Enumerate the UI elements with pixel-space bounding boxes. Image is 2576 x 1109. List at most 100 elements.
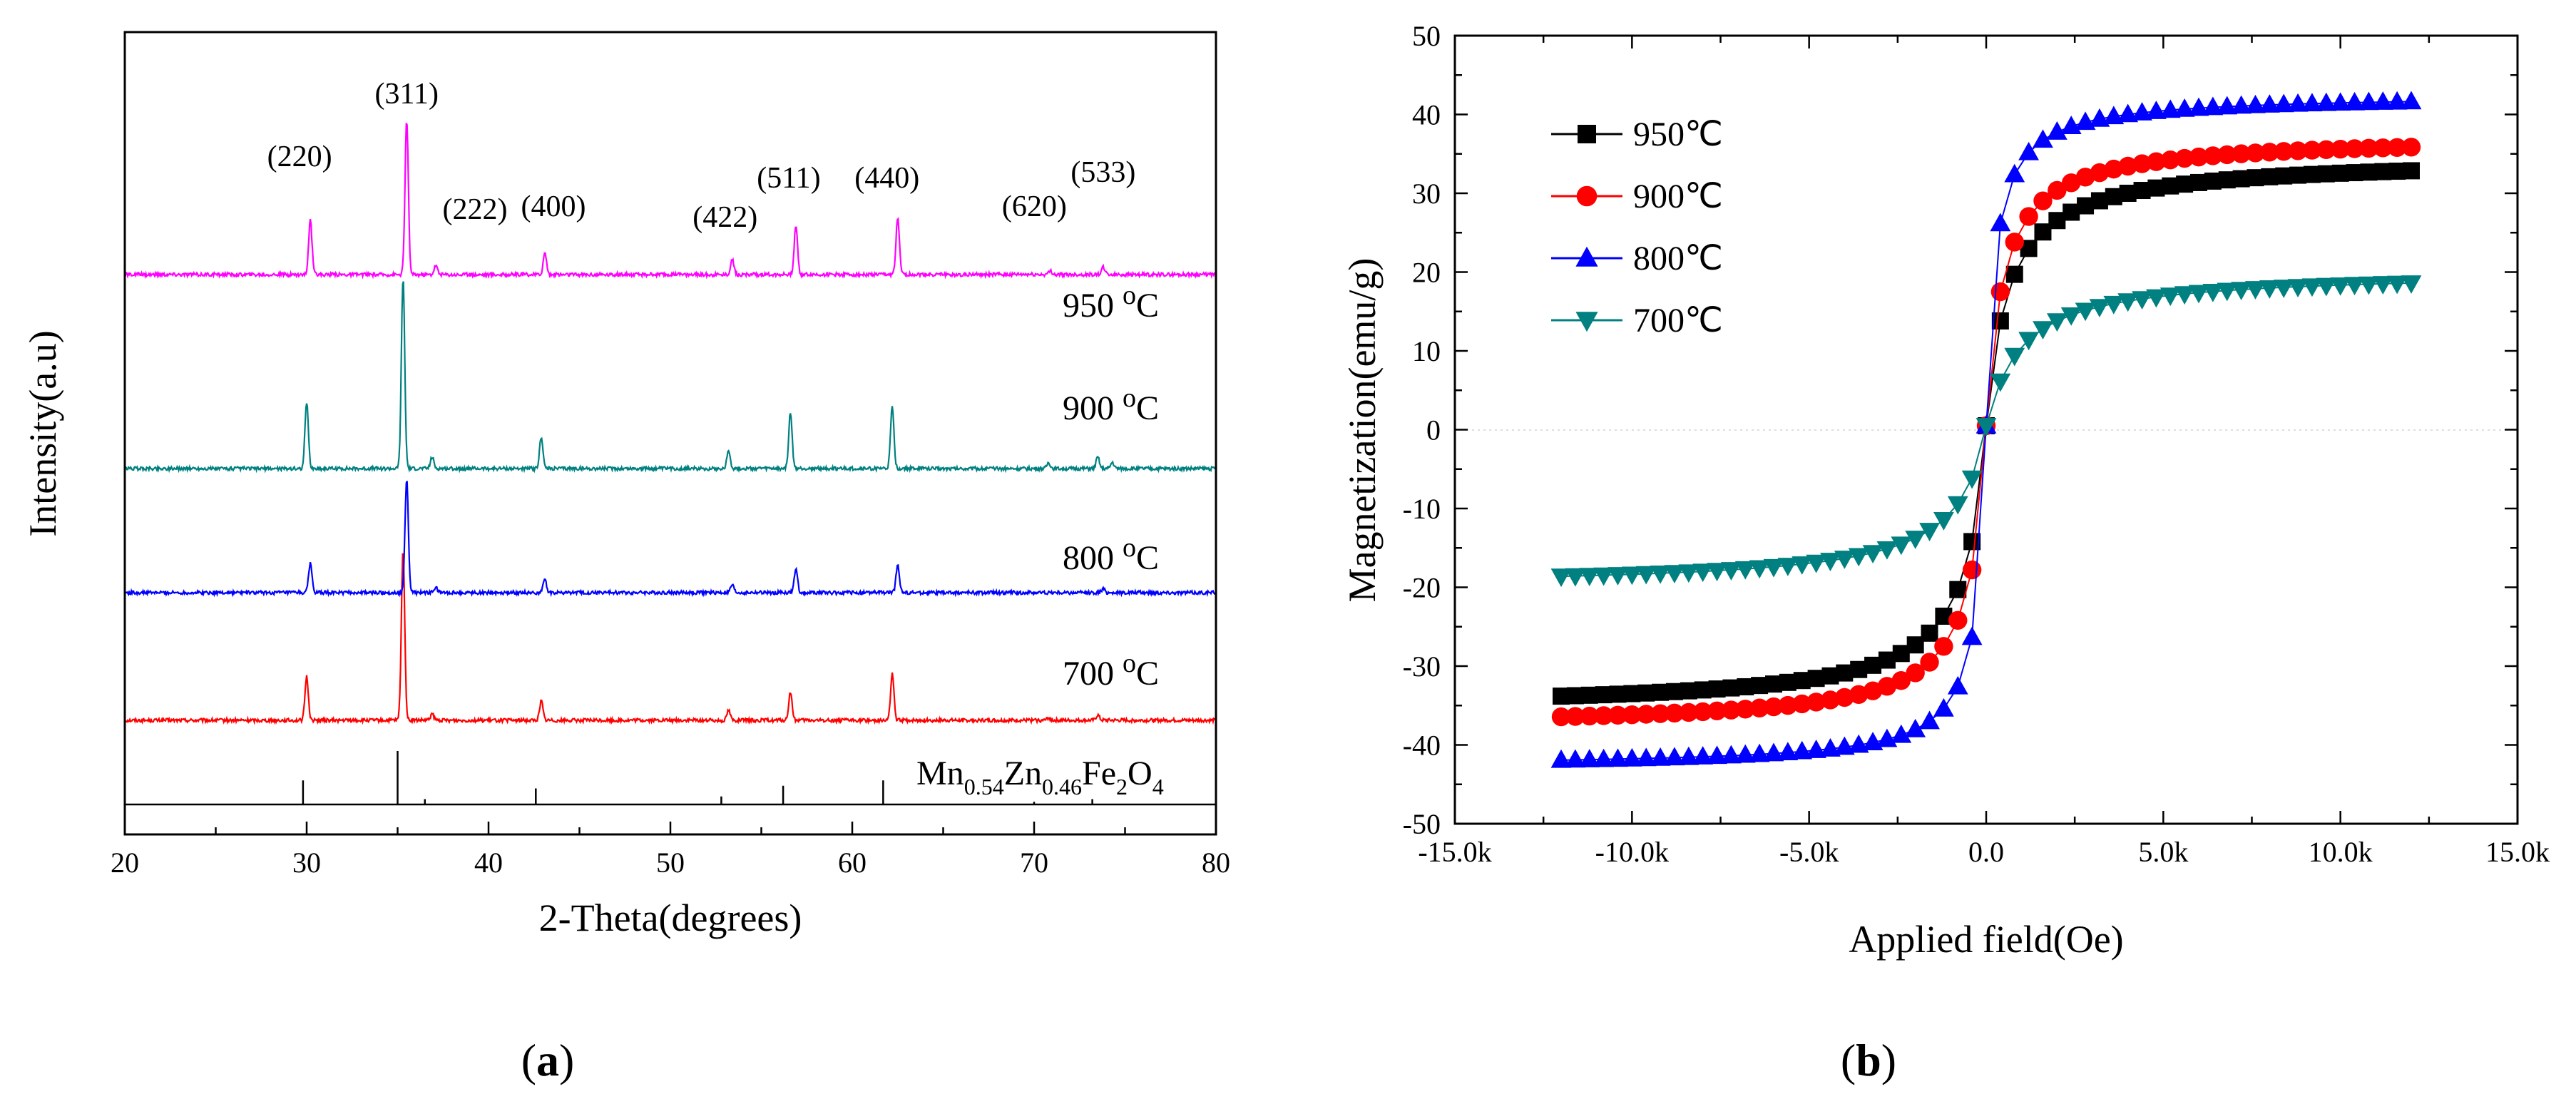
x-tick-label: 20 [111,847,139,879]
data-point [2331,139,2350,159]
data-point [1921,624,1938,642]
data-point [1947,496,1968,515]
data-point [1608,567,1628,586]
data-point [2260,143,2279,162]
data-point [2176,175,2194,193]
data-point [2062,173,2081,193]
data-point [1594,706,1613,725]
data-point [1778,695,1798,715]
data-point [2401,275,2422,294]
data-point [2231,282,2252,301]
data-point [1635,747,1657,767]
data-point [2273,280,2294,298]
data-point [1877,677,1897,696]
data-point [2132,102,2152,121]
data-point [1565,568,1586,587]
temperature-label-900: 900 oC [1063,383,1159,427]
xrd-curves [124,123,1217,725]
data-point [2103,106,2125,125]
data-point [2104,159,2123,179]
data-point [2075,168,2095,187]
data-point [1576,185,1598,207]
data-point [2202,96,2224,116]
data-point [1579,568,1600,587]
data-point [1821,690,1840,710]
data-point [1806,740,1826,758]
series-950℃ [1553,162,2420,705]
data-point [1565,707,1585,726]
x-tick-label: 30 [292,847,321,879]
data-point [1961,470,1983,489]
data-point [2330,277,2351,296]
data-point [2316,92,2337,111]
data-point [1678,746,1700,765]
data-point [2188,285,2209,304]
data-point [2174,286,2195,305]
data-point [2344,277,2365,296]
reference-formula-label: Mn0.54Zn0.46Fe2O4 [916,755,1164,799]
hkl-label: (620) [1002,190,1067,223]
temperature-label-700: 700 oC [1063,648,1159,693]
data-point [2132,154,2152,173]
data-point [2217,96,2238,115]
data-point [2118,156,2137,176]
data-point [2018,332,2039,351]
legend-label: 900℃ [1633,178,1723,215]
data-point [1749,743,1770,762]
series-700℃ [1550,275,2422,588]
data-point [1692,563,1714,583]
data-point [2246,143,2265,163]
data-point [1820,553,1841,571]
data-point [1749,560,1770,579]
data-point [1622,705,1642,725]
data-point [2160,99,2181,118]
data-point [2005,232,2024,252]
y-axis-label: Magnetization(emu/g) [1341,258,1384,603]
data-point [2245,94,2266,113]
panel-a-xrd-chart: 20 30 40 50 60 70 80 (220) (311) (222) (400) (422)… [21,31,1230,1085]
data-point [2301,278,2323,297]
data-point [2372,91,2393,110]
data-point [1933,511,1954,531]
xrd-curve-700 [124,553,1217,725]
data-point [1891,671,1911,690]
data-point [2261,168,2279,185]
data-point [1608,705,1627,725]
y-tick-label: -30 [1403,650,1441,683]
reference-pattern [302,751,1093,804]
data-point [2287,279,2309,298]
data-point [1919,710,1940,730]
data-point [2288,141,2308,160]
data-point [1990,213,2011,232]
data-point [2372,276,2393,295]
data-point [2174,148,2194,168]
data-point [1849,685,1869,704]
data-point [2004,347,2025,367]
data-point [1835,688,1854,707]
data-point [1721,562,1742,581]
data-point [1734,744,1756,763]
data-point [1834,551,1855,569]
data-point [1891,536,1912,556]
data-point [2174,98,2195,117]
data-point [1948,610,1968,630]
data-point [1635,566,1657,585]
data-point [1550,568,1572,588]
data-point [2117,293,2139,312]
data-point [1792,694,1811,714]
data-point [1707,745,1727,765]
data-point [1876,541,1898,560]
data-point [1664,747,1685,766]
data-point [2287,93,2309,112]
data-point [1707,701,1727,721]
x-tick-label: -10.0k [1595,836,1669,868]
panel-a-caption: (a) [521,1035,575,1085]
x-tick-label: 5.0k [2138,836,2188,868]
y-tick-label: -20 [1403,572,1441,604]
data-point [2273,93,2294,113]
data-point [2403,162,2420,180]
data-point [2231,95,2252,114]
data-point [2232,144,2251,163]
data-point [2386,275,2408,295]
data-point [2358,91,2379,111]
